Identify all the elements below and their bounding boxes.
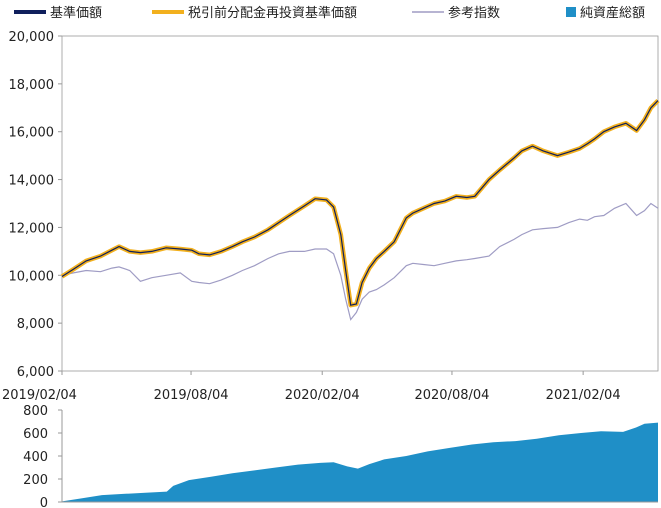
y-tick-label: 14,000 xyxy=(9,174,55,189)
plot-frame xyxy=(61,35,659,372)
sub-y-tick-label: 0 xyxy=(40,496,48,508)
main-line-chart: 20,000 18,000 16,000 14,000 12,000 10,000 8,00… xyxy=(2,30,660,403)
legend-swatch xyxy=(566,7,576,17)
y-tick-label: 18,000 xyxy=(9,78,55,93)
legend: 基準価額 税引前分配金再投資基準価額 参考指数 純資産総額 xyxy=(14,5,645,21)
legend-label: 純資産総額 xyxy=(580,5,645,21)
y-tick-label: 16,000 xyxy=(9,126,55,141)
sub-y-tick-label: 600 xyxy=(23,427,48,442)
y-tick-label: 12,000 xyxy=(9,221,55,236)
y-tick-label: 6,000 xyxy=(17,365,54,380)
net-assets-area-chart: 800 600 400 200 0 xyxy=(23,404,658,508)
x-tick-label: 2021/02/04 xyxy=(546,388,621,403)
sub-y-tick-label: 800 xyxy=(23,404,48,419)
sub-y-tick-label: 200 xyxy=(23,473,48,488)
legend-label: 基準価額 xyxy=(50,5,102,21)
x-tick-label: 2020/08/04 xyxy=(414,388,489,403)
x-tick-label: 2020/02/04 xyxy=(285,388,360,403)
y-tick-label: 8,000 xyxy=(17,317,54,332)
x-tick-label: 2019/02/04 xyxy=(2,388,77,403)
series-line-reinvested-nav xyxy=(60,99,660,308)
series-area-net-assets xyxy=(62,422,658,502)
sub-y-tick-label: 400 xyxy=(23,450,48,465)
legend-label: 参考指数 xyxy=(448,5,500,21)
x-tick-label: 2019/08/04 xyxy=(154,388,229,403)
y-tick-label: 20,000 xyxy=(9,30,55,45)
series-line-reference-index xyxy=(61,202,659,321)
legend-label: 税引前分配金再投資基準価額 xyxy=(188,5,357,21)
series-line-nav xyxy=(61,100,659,306)
y-tick-label: 10,000 xyxy=(9,269,55,284)
